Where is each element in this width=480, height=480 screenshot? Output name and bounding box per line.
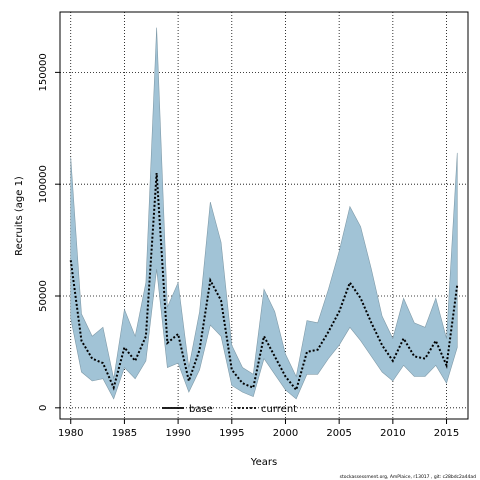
legend: base current xyxy=(162,404,297,415)
legend-label-current: current xyxy=(261,404,297,415)
y-axis-label: Recruits (age 1) xyxy=(14,176,25,256)
x-tick-label: 1990 xyxy=(165,428,190,439)
series-line-current xyxy=(69,172,459,393)
confidence-band xyxy=(70,27,458,400)
y-tick-label: 50000 xyxy=(38,280,49,312)
confidence-band-layer xyxy=(70,27,458,400)
x-tick-label: 2010 xyxy=(380,428,405,439)
y-tick-label: 100000 xyxy=(38,165,49,203)
x-tick-label: 1985 xyxy=(112,428,137,439)
y-tick-label: 0 xyxy=(38,405,49,411)
y-axis: 0 50000 100000 150000 xyxy=(38,53,60,411)
x-axis: 1980 1985 1990 1995 2000 2005 2010 2015 xyxy=(58,419,459,439)
plot-frame xyxy=(59,11,469,420)
footnote: stockassessment.org, AmPlaice, r13017 , … xyxy=(340,474,477,480)
series-line-layer xyxy=(69,172,459,393)
x-tick-label: 2015 xyxy=(434,428,459,439)
x-tick-label: 2000 xyxy=(273,428,298,439)
x-tick-label: 2005 xyxy=(326,428,351,439)
legend-label-base: base xyxy=(189,404,213,415)
x-tick-label: 1995 xyxy=(219,428,244,439)
x-axis-label: Years xyxy=(250,457,277,468)
y-tick-label: 150000 xyxy=(38,53,49,91)
x-tick-label: 1980 xyxy=(58,428,83,439)
